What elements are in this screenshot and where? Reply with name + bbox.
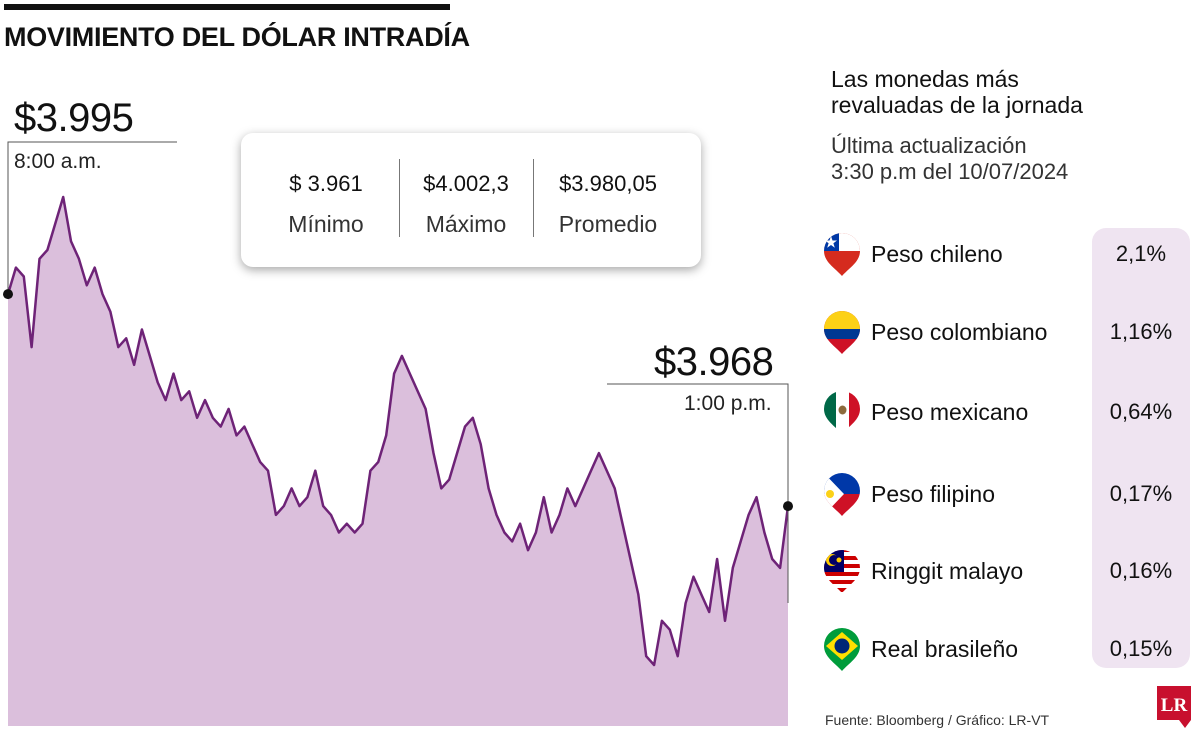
stat-maximum-value: $4.002,3 — [423, 171, 509, 196]
stat-minimum: $ 3.961 Mínimo — [253, 133, 399, 267]
currency-percent: 2,1% — [1115, 241, 1167, 266]
lr-logo-text: LR — [1161, 695, 1188, 716]
stats-box: $ 3.961 Mínimo $4.002,3 Máximo $3.980,05… — [241, 133, 701, 267]
currency-name: Real brasileño — [871, 636, 1019, 662]
currency-percent: 0,16% — [1109, 558, 1173, 583]
currency-percent: 0,15% — [1109, 636, 1173, 661]
end-time-label: 1:00 p.m. — [684, 392, 772, 415]
stat-minimum-label: Mínimo — [288, 211, 364, 237]
panel-updated-line2: 3:30 p.m del 10/07/2024 — [831, 159, 1069, 184]
currency-row-mexico: Peso mexicano 0,64% — [822, 387, 1192, 437]
end-point — [783, 501, 793, 512]
intraday-area-chart — [3, 141, 793, 726]
currency-row-malaysia: Ringgit malayo 0,16% — [822, 546, 1192, 596]
currency-row-brazil: Real brasileño 0,15% — [822, 624, 1192, 674]
price-line — [6, 195, 790, 667]
end-price-label: $3.968 — [654, 340, 774, 384]
currency-name: Peso mexicano — [871, 399, 1029, 425]
source-note: Fuente: Bloomberg / Gráfico: LR-VT — [825, 712, 1050, 728]
currency-row-chile: Peso chileno 2,1% — [822, 229, 1192, 279]
panel-title-line1: Las monedas más — [831, 66, 1019, 92]
currency-name: Ringgit malayo — [871, 558, 1024, 584]
start-point — [3, 289, 13, 300]
currency-name: Peso colombiano — [871, 319, 1048, 345]
mexico-flag-icon — [824, 391, 860, 434]
area-fill — [8, 197, 788, 726]
stat-maximum: $4.002,3 Máximo — [399, 133, 533, 267]
lr-logo: LR — [1157, 686, 1191, 728]
chile-flag-icon — [824, 233, 860, 276]
stat-minimum-value: $ 3.961 — [289, 171, 363, 196]
stat-divider — [533, 159, 534, 237]
start-time-label: 8:00 a.m. — [14, 150, 102, 173]
philippines-flag-icon — [824, 473, 860, 516]
top-rule — [4, 4, 450, 10]
end-leader-line — [607, 383, 789, 603]
percent-column-background — [1092, 228, 1190, 668]
currency-name: Peso filipino — [871, 481, 996, 507]
currency-percent: 0,17% — [1109, 481, 1173, 506]
start-leader-line — [7, 141, 177, 298]
panel-title: Las monedas más revaluadas de la jornada — [831, 66, 1083, 118]
colombia-flag-icon — [824, 311, 860, 354]
panel-title-line2: revaluadas de la jornada — [831, 92, 1083, 118]
stat-average: $3.980,05 Promedio — [533, 133, 683, 267]
stat-divider — [399, 159, 400, 237]
brazil-flag-icon — [824, 628, 860, 671]
panel-updated: Última actualización 3:30 p.m del 10/07/… — [831, 133, 1068, 185]
currency-percent: 1,16% — [1109, 319, 1173, 344]
malaysia-flag-icon — [824, 550, 860, 593]
chart-title: MOVIMIENTO DEL DÓLAR INTRADÍA — [4, 22, 470, 52]
stat-average-value: $3.980,05 — [559, 171, 657, 196]
currency-name: Peso chileno — [871, 241, 1003, 267]
stat-average-label: Promedio — [558, 211, 658, 237]
currency-row-colombia: Peso colombiano 1,16% — [822, 307, 1192, 357]
panel-updated-line1: Última actualización — [831, 133, 1027, 158]
stat-maximum-label: Máximo — [425, 211, 507, 237]
currency-percent: 0,64% — [1109, 399, 1173, 424]
currency-row-philippines: Peso filipino 0,17% — [822, 469, 1192, 519]
start-price-label: $3.995 — [14, 96, 134, 140]
